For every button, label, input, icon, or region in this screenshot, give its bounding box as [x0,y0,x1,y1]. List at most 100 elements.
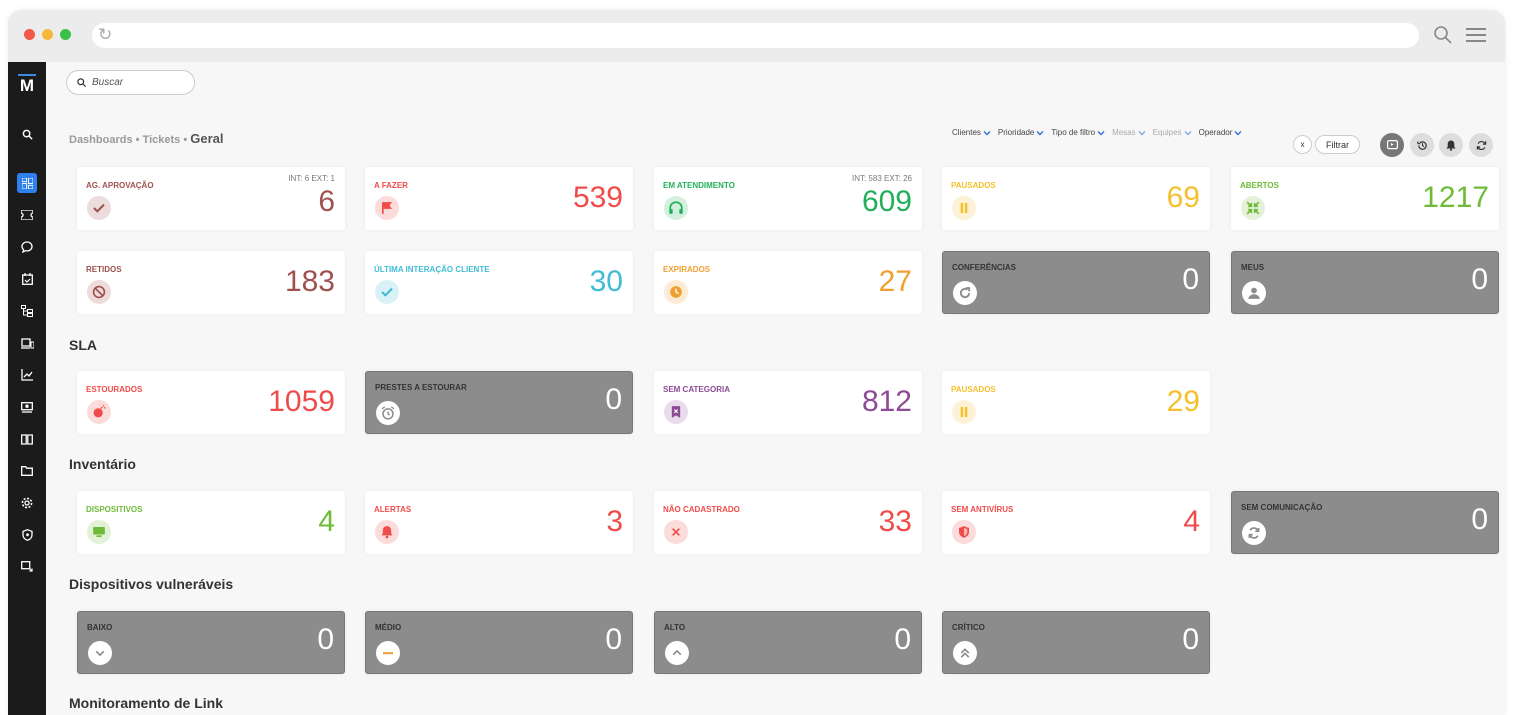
stat-card[interactable]: SEM CATEGORIA 812 [654,371,922,434]
stat-card-label: EXPIRADOS [663,265,711,274]
stat-card[interactable]: ALERTAS 3 [365,491,633,554]
stat-card[interactable]: SEM COMUNICAÇÃO 0 [1231,491,1499,554]
stat-card-value: 0 [605,383,622,416]
clear-filters-button[interactable]: x [1293,135,1312,154]
sidebar-calendar-icon[interactable] [17,269,37,289]
check-icon [375,280,399,304]
bookmark-icon [664,400,688,424]
stat-card-value: 183 [284,265,335,298]
stat-card[interactable]: CRÍTICO 0 [942,611,1210,674]
stat-card[interactable]: MEUS 0 [1231,251,1499,314]
refresh-button[interactable] [1469,133,1493,157]
stat-card-value: 0 [317,623,334,656]
sidebar-hierarchy-icon[interactable] [17,301,37,321]
monitor-icon [87,520,111,544]
stat-card[interactable]: DISPOSITIVOS 4 [77,491,345,554]
stat-card[interactable]: ESTOURADOS 1059 [77,371,345,434]
flag-icon [375,196,399,220]
double-chevron-up-icon [953,641,977,665]
browser-search-icon[interactable] [1433,25,1453,45]
pause-icon [952,196,976,220]
close-dot[interactable] [24,29,35,40]
stat-card[interactable]: ABERTOS 1217 [1231,167,1499,230]
search-input[interactable]: Buscar [66,70,195,95]
stat-card-label: MÉDIO [375,623,402,632]
filter-label: Tipo de filtro [1051,128,1096,137]
filter-button[interactable]: Filtrar [1315,135,1360,154]
sidebar-search-icon[interactable] [17,124,37,144]
redo-icon [953,281,977,305]
search-icon [77,78,86,87]
stat-card[interactable]: ÚLTIMA INTERAÇÃO CLIENTE 30 [365,251,633,314]
notifications-button[interactable] [1439,133,1463,157]
app-logo[interactable]: M [17,74,37,96]
stat-card-label: MEUS [1241,263,1265,272]
sidebar-dashboard-icon[interactable] [17,173,37,193]
stat-card-label: SEM COMUNICAÇÃO [1241,503,1323,512]
alarm-icon [376,401,400,425]
filter-mesas[interactable]: Mesas [1112,128,1146,137]
stat-card[interactable]: AG. APROVAÇÃO INT: 6 EXT: 1 6 [77,167,345,230]
chevron-down-icon [983,130,991,135]
hamburger-menu-icon[interactable] [1466,28,1486,42]
stat-card-label: CRÍTICO [952,623,985,632]
filter-clientes[interactable]: Clientes [952,128,991,137]
chevron-down-icon [1234,130,1242,135]
stat-card[interactable]: SEM ANTIVÍRUS 4 [942,491,1210,554]
stat-card[interactable]: RETIDOS 183 [77,251,345,314]
sidebar-money-icon[interactable] [17,397,37,417]
stat-card-value: 30 [589,265,623,298]
stat-card-label: ÚLTIMA INTERAÇÃO CLIENTE [374,265,490,274]
user-icon [1242,281,1266,305]
filter-prioridade[interactable]: Prioridade [998,128,1044,137]
address-bar[interactable] [92,23,1419,48]
stat-card-label: BAIXO [87,623,113,632]
stat-card[interactable]: NÃO CADASTRADO 33 [654,491,922,554]
breadcrumb-dashboards[interactable]: Dashboards [69,134,133,146]
stat-card-label: ALTO [664,623,686,632]
stat-card-value: 539 [572,181,623,214]
stat-card-label: ABERTOS [1240,181,1279,190]
browser-chrome: ↻ [8,10,1505,62]
stat-card-value: 0 [1471,503,1488,536]
filter-tipo[interactable]: Tipo de filtro [1051,128,1105,137]
stat-card[interactable]: A FAZER 539 [365,167,633,230]
filter-label: Equipes [1152,128,1182,137]
stat-card[interactable]: EM ATENDIMENTO INT: 583 EXT: 26 609 [654,167,922,230]
breadcrumb-tickets[interactable]: Tickets [142,134,181,146]
sidebar-chat-icon[interactable] [17,237,37,257]
stat-card-label: PRESTES A ESTOURAR [375,383,467,392]
sidebar-settings-icon[interactable] [17,493,37,513]
history-button[interactable] [1410,133,1434,157]
stat-card-value: 0 [1471,263,1488,296]
stat-card[interactable]: PAUSADOS 69 [942,167,1210,230]
sidebar-folder-icon[interactable] [17,461,37,481]
stat-card-label: A FAZER [374,181,408,190]
pause-icon [952,400,976,424]
stat-card-value: 4 [318,505,335,538]
stat-card[interactable]: PRESTES A ESTOURAR 0 [365,371,633,434]
filter-equipes[interactable]: Equipes [1153,128,1192,137]
refresh-icon [1476,140,1486,150]
sidebar-ticket-icon[interactable] [17,205,37,225]
stat-card[interactable]: EXPIRADOS 27 [654,251,922,314]
filter-operador[interactable]: Operador [1199,128,1243,137]
sidebar-book-icon[interactable] [17,429,37,449]
present-button[interactable] [1380,133,1404,157]
bell-icon [375,520,399,544]
stat-card[interactable]: CONFERÊNCIAS 0 [942,251,1210,314]
reload-icon[interactable]: ↻ [98,25,113,44]
chevron-up-icon [665,641,689,665]
stat-card[interactable]: PAUSADOS 29 [942,371,1210,434]
stat-card-value: 609 [861,185,912,218]
maximize-dot[interactable] [60,29,71,40]
sidebar-devices-icon[interactable] [17,333,37,353]
sidebar-shield-icon[interactable] [17,525,37,545]
stat-card[interactable]: MÉDIO 0 [365,611,633,674]
stat-card[interactable]: ALTO 0 [654,611,922,674]
sidebar-chart-icon[interactable] [17,365,37,385]
sidebar-remote-icon[interactable] [17,557,37,577]
minimize-dot[interactable] [42,29,53,40]
stat-card-label: RETIDOS [86,265,122,274]
stat-card[interactable]: BAIXO 0 [77,611,345,674]
